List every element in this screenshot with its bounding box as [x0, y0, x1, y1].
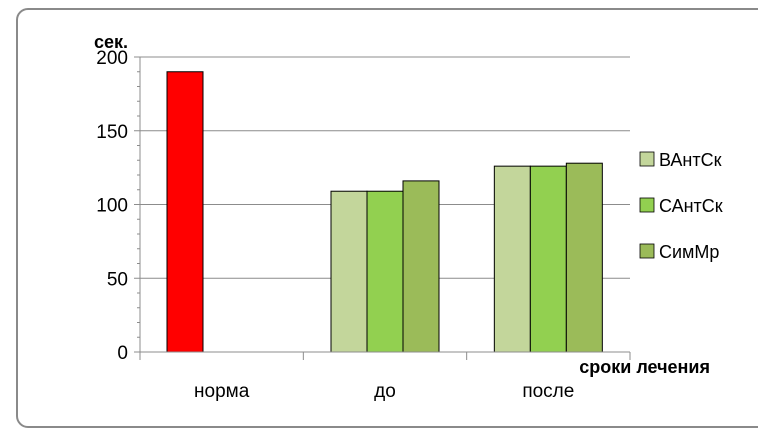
y-tick-label: 150: [96, 122, 128, 143]
y-tick-label: 0: [117, 343, 128, 364]
legend-swatch: [639, 243, 655, 259]
y-tick-label: 100: [96, 196, 128, 217]
legend: ВАнтСк САнтСк СимМр: [639, 150, 723, 262]
bars: [166, 71, 603, 353]
category-label: норма: [194, 381, 250, 402]
y-tick-label: 50: [107, 269, 128, 290]
axes: [134, 56, 631, 360]
bar-САнтСк-до: [366, 190, 404, 353]
y-tick-label: 200: [96, 48, 128, 69]
legend-swatch: [639, 197, 655, 213]
bar-reference-норма: [166, 71, 204, 353]
labels: 0 50 100 150 200 норма до после сек. сроки лечени…: [94, 32, 710, 402]
legend-swatch: [639, 151, 655, 167]
bar-chart: 0 50 100 150 200 норма до после сек. сроки лечени…: [94, 32, 723, 402]
category-label: после: [522, 381, 574, 402]
bar-ВАнтСк-до: [330, 190, 368, 353]
legend-label: ВАнтСк: [659, 150, 722, 170]
bar-СимМр-до: [402, 180, 440, 353]
category-label: до: [374, 381, 396, 402]
y-axis-title: сек.: [94, 32, 128, 52]
bar-ВАнтСк-после: [493, 165, 531, 353]
bar-СимМр-после: [565, 162, 603, 353]
legend-label: СимМр: [659, 242, 719, 262]
x-axis-title: сроки лечения: [579, 357, 710, 377]
bar-САнтСк-после: [529, 165, 567, 353]
legend-label: САнтСк: [659, 196, 723, 216]
